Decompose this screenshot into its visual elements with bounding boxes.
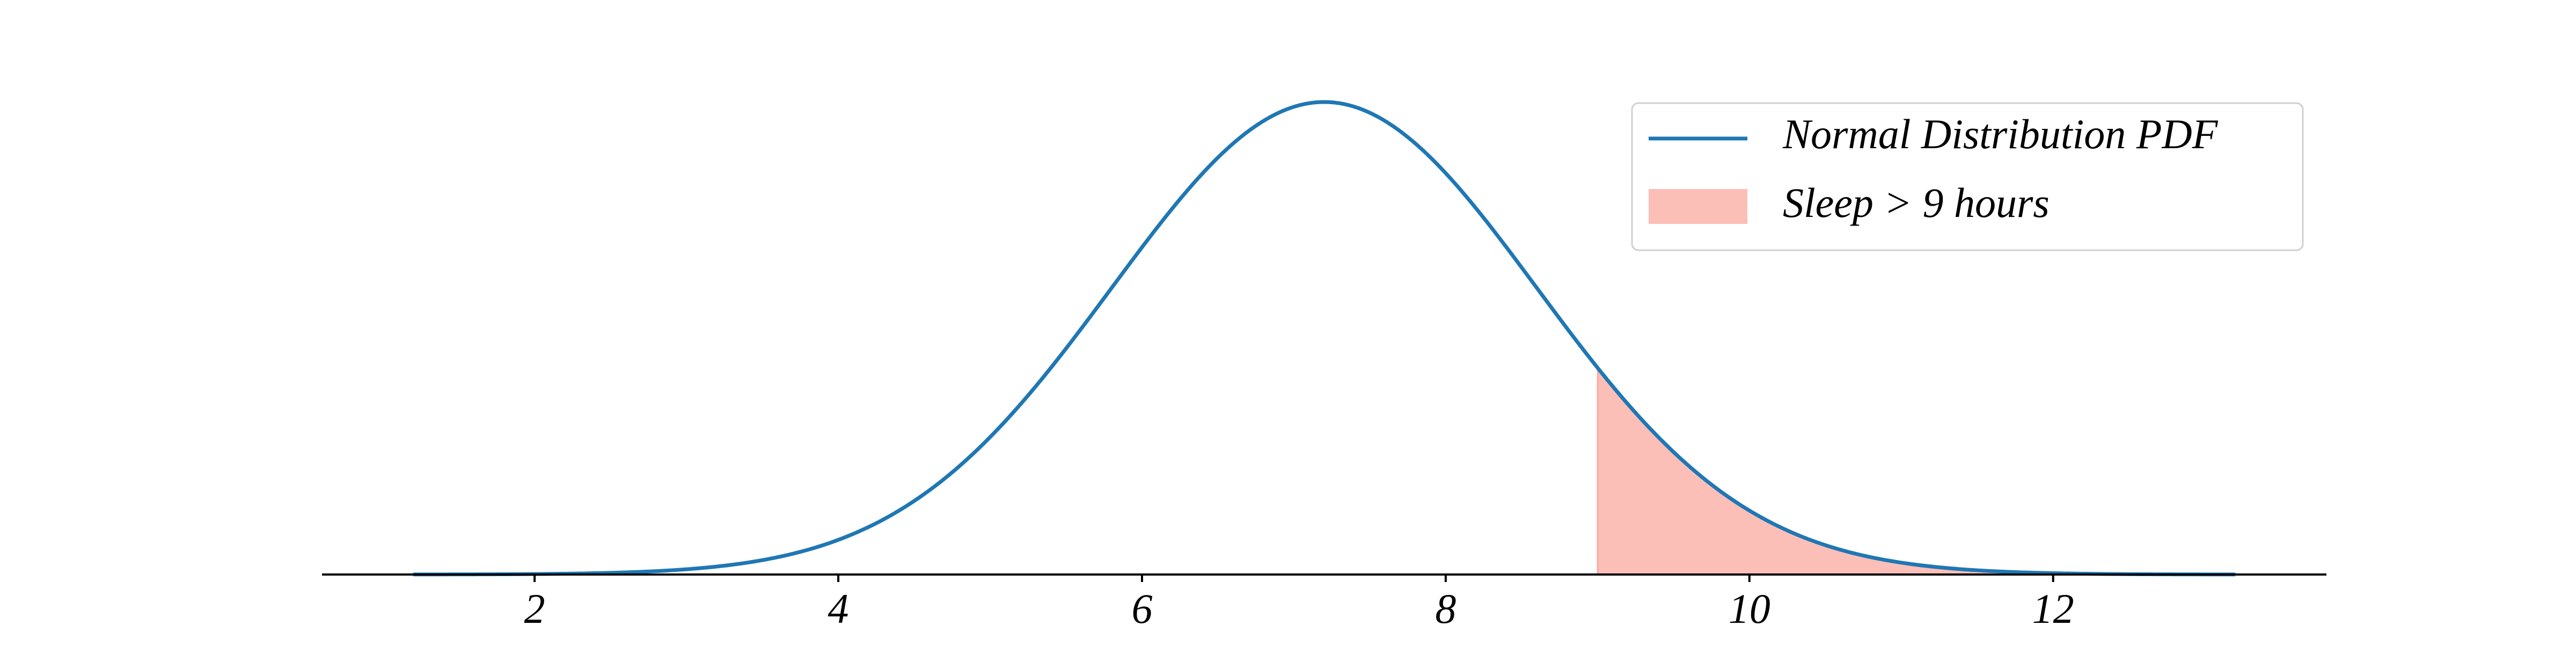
x-tick-label: 8 xyxy=(1435,585,1456,632)
x-tick-label: 12 xyxy=(2032,585,2074,632)
legend-label-fill: Sleep > 9 hours xyxy=(1783,179,2050,226)
x-tick-label: 2 xyxy=(524,585,545,632)
legend-label-pdf: Normal Distribution PDF xyxy=(1782,111,2219,157)
legend-frame xyxy=(1631,102,2304,251)
legend-fill-swatch xyxy=(1649,189,1747,224)
x-axis-ticks: 2 4 6 8 10 12 xyxy=(524,575,2074,632)
legend: Normal Distribution PDF Sleep > 9 hours xyxy=(1631,102,2304,251)
pdf-curve xyxy=(413,100,2236,577)
x-tick-label: 10 xyxy=(1729,585,1770,632)
x-tick-label: 6 xyxy=(1131,585,1152,632)
x-tick-label: 4 xyxy=(828,585,849,632)
